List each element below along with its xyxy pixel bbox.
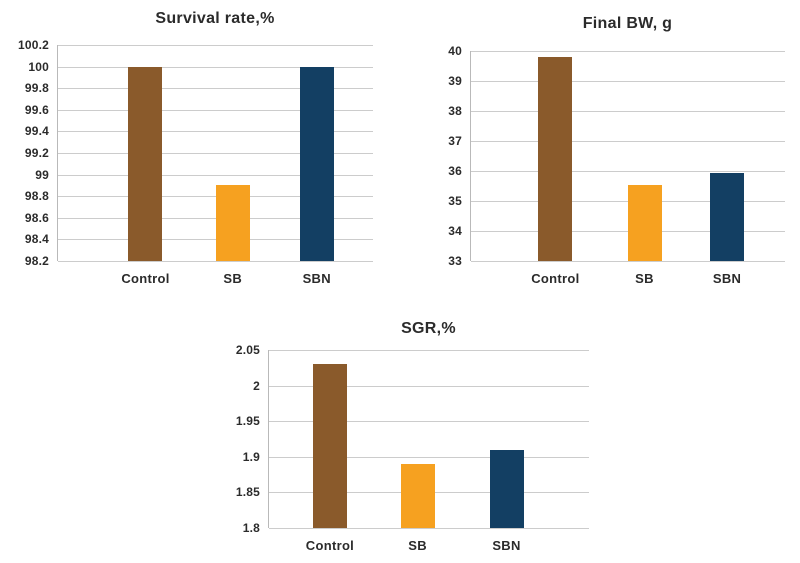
plot-area	[57, 45, 373, 262]
y-tick-label: 33	[448, 254, 462, 268]
gridline	[58, 88, 373, 90]
gridline	[471, 111, 785, 112]
y-tick-label: 40	[448, 44, 462, 58]
x-category-label: SB	[635, 271, 654, 286]
y-tick-label: 98.4	[24, 232, 49, 247]
y-tick-label: 1.95	[235, 414, 260, 429]
bar-control	[128, 66, 163, 261]
gridline	[471, 81, 785, 82]
chart-title: Final BW, g	[582, 15, 673, 32]
y-tick-label: 2	[253, 378, 260, 393]
gridline	[58, 239, 373, 241]
gridline	[58, 131, 373, 133]
gridline	[471, 171, 785, 172]
gridline	[269, 350, 589, 351]
y-tick-label: 38	[448, 104, 462, 118]
y-tick-label: 99.2	[24, 146, 49, 160]
y-tick-label: 2.05	[235, 343, 260, 357]
y-tick-label: 1.85	[235, 485, 260, 500]
x-category-label: Control	[305, 538, 355, 553]
bar-sb	[627, 184, 662, 261]
gridline	[269, 528, 589, 529]
x-category-label: Control	[121, 271, 170, 286]
y-tick-label: 98.8	[24, 189, 49, 204]
gridline	[58, 45, 373, 46]
y-tick-label: 1.9	[242, 449, 260, 464]
gridline	[58, 109, 373, 111]
chart-title: SGR,%	[401, 320, 456, 337]
y-tick-label: 99.8	[24, 81, 49, 96]
gridline	[58, 153, 373, 154]
y-tick-label: 98.2	[24, 254, 49, 268]
gridline	[471, 51, 785, 52]
bar-control	[538, 57, 573, 261]
gridline	[471, 141, 785, 142]
bar-sb	[215, 185, 250, 261]
bar-sb	[400, 463, 435, 528]
y-tick-label: 99	[35, 167, 49, 182]
y-tick-label: 100.2	[17, 38, 49, 52]
bar-sbn	[710, 172, 745, 261]
x-category-label: SBN	[712, 271, 742, 286]
gridline	[269, 385, 589, 387]
bar-sbn	[299, 66, 334, 261]
gridline	[58, 66, 373, 68]
y-tick-label: 98.6	[24, 210, 49, 225]
x-category-label: SB	[408, 538, 427, 553]
gridline	[58, 217, 373, 219]
y-tick-label: 35	[448, 194, 462, 208]
gridline	[269, 421, 589, 423]
chart-title: Survival rate,%	[155, 10, 275, 27]
bar-sbn	[489, 449, 524, 528]
y-tick-label: 99.6	[24, 102, 49, 117]
x-category-label: SBN	[492, 538, 521, 553]
gridline	[471, 261, 785, 262]
gridline	[58, 174, 373, 176]
y-tick-label: 99.4	[24, 124, 49, 139]
x-category-label: Control	[531, 271, 580, 286]
x-category-label: SB	[223, 271, 243, 286]
y-tick-label: 1.8	[242, 521, 260, 535]
y-tick-label: 34	[448, 224, 462, 238]
bar-control	[312, 364, 347, 528]
gridline	[58, 196, 373, 198]
y-tick-label: 100	[28, 59, 49, 74]
x-category-label: SBN	[302, 271, 331, 286]
y-tick-label: 36	[448, 164, 462, 178]
y-tick-label: 39	[448, 74, 462, 88]
gridline	[269, 456, 589, 458]
y-tick-label: 37	[448, 134, 462, 148]
gridline	[58, 261, 373, 262]
